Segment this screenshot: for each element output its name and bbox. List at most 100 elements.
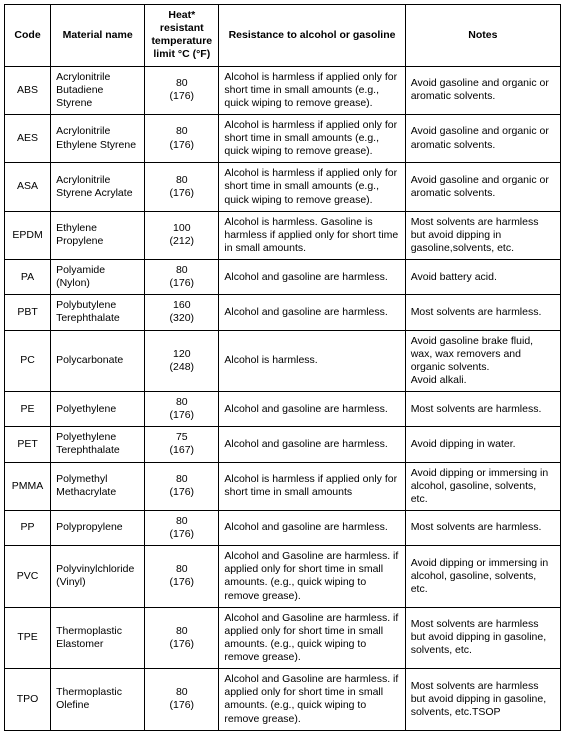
cell-notes: Most solvents are harmless. (405, 510, 560, 545)
cell-code: AES (5, 114, 51, 162)
cell-notes: Avoid gasoline brake fluid, wax, wax rem… (405, 330, 560, 392)
col-header-resist: Resistance to alcohol or gasoline (219, 5, 405, 67)
table-row: AESAcrylonitrile Ethylene Styrene 80 (176)… (5, 114, 561, 162)
cell-temp-limit: 80(176) (145, 392, 219, 427)
cell-code: PMMA (5, 462, 51, 510)
cell-resistance: Alcohol and Gasoline are harmless. if ap… (219, 669, 405, 731)
temp-celsius: 80 (176, 515, 188, 527)
table-row: PBTPolybutylene Terephthalate160(320)Alc… (5, 295, 561, 330)
temp-fahrenheit: (176) (170, 528, 195, 540)
cell-resistance: Alcohol and gasoline are harmless. (219, 427, 405, 462)
cell-temp-limit: 160(320) (145, 295, 219, 330)
temp-fahrenheit: (212) (170, 235, 195, 247)
temp-celsius: 80 (176, 125, 188, 137)
cell-notes: Most solvents are harmless but avoid dip… (405, 669, 560, 731)
cell-resistance: Alcohol is harmless. Gasoline is harmles… (219, 211, 405, 259)
cell-material-name: Thermoplastic Olefine (51, 669, 145, 731)
table-row: PCPolycarbonate120(248)Alcohol is harmle… (5, 330, 561, 392)
temp-celsius: 100 (173, 222, 191, 234)
cell-temp-limit: 100(212) (145, 211, 219, 259)
temp-fahrenheit: (167) (170, 444, 195, 456)
cell-temp-limit: 80 (176) (145, 114, 219, 162)
materials-table: Code Material name Heat* resistant tempe… (4, 4, 561, 731)
cell-code: PP (5, 510, 51, 545)
col-header-name: Material name (51, 5, 145, 67)
cell-code: PA (5, 260, 51, 295)
temp-celsius: 80 (176, 174, 188, 186)
table-row: ASAAcrylonitrile Styrene Acrylate80(176)… (5, 163, 561, 211)
table-header: Code Material name Heat* resistant tempe… (5, 5, 561, 67)
cell-material-name: Thermoplastic Elastomer (51, 607, 145, 669)
cell-notes: Avoid dipping or immersing in alcohol, g… (405, 546, 560, 608)
cell-resistance: Alcohol and gasoline are harmless. (219, 295, 405, 330)
cell-resistance: Alcohol and gasoline are harmless. (219, 260, 405, 295)
temp-celsius: 80 (176, 563, 188, 575)
cell-material-name: Ethylene Propylene (51, 211, 145, 259)
cell-material-name: Polycarbonate (51, 330, 145, 392)
cell-temp-limit: 80(176) (145, 510, 219, 545)
cell-temp-limit: 80(176) (145, 607, 219, 669)
cell-notes: Most solvents are harmless. (405, 392, 560, 427)
temp-celsius: 80 (176, 264, 188, 276)
col-header-code: Code (5, 5, 51, 67)
cell-resistance: Alcohol is harmless if applied only for … (219, 462, 405, 510)
temp-fahrenheit: (176) (170, 139, 195, 151)
cell-material-name: Acrylonitrile Ethylene Styrene (51, 114, 145, 162)
cell-notes: Most solvents are harmless. (405, 295, 560, 330)
temp-fahrenheit: (176) (170, 699, 195, 711)
temp-celsius: 80 (176, 396, 188, 408)
cell-notes: Avoid dipping or immersing in alcohol, g… (405, 462, 560, 510)
cell-material-name: Acrylonitrile Styrene Acrylate (51, 163, 145, 211)
cell-material-name: Polyamide (Nylon) (51, 260, 145, 295)
cell-notes: Avoid gasoline and organic or aromatic s… (405, 66, 560, 114)
cell-temp-limit: 80(176) (145, 163, 219, 211)
col-header-notes: Notes (405, 5, 560, 67)
cell-code: PET (5, 427, 51, 462)
temp-fahrenheit: (248) (170, 361, 195, 373)
cell-notes: Avoid gasoline and organic or aromatic s… (405, 114, 560, 162)
cell-resistance: Alcohol is harmless. (219, 330, 405, 392)
temp-fahrenheit: (176) (170, 187, 195, 199)
cell-temp-limit: 120(248) (145, 330, 219, 392)
cell-code: PBT (5, 295, 51, 330)
temp-celsius: 80 (176, 686, 188, 698)
table-body: ABSAcrylonitrile Butadiene Styrene80(176… (5, 66, 561, 730)
temp-celsius: 80 (176, 77, 188, 89)
cell-temp-limit: 80(176) (145, 66, 219, 114)
temp-fahrenheit: (176) (170, 277, 195, 289)
cell-resistance: Alcohol and Gasoline are harmless. if ap… (219, 546, 405, 608)
cell-resistance: Alcohol and gasoline are harmless. (219, 510, 405, 545)
cell-material-name: Polyvinylchloride (Vinyl) (51, 546, 145, 608)
temp-celsius: 80 (176, 473, 188, 485)
table-row: PMMAPolymethyl Methacrylate80(176)Alcoho… (5, 462, 561, 510)
cell-material-name: Polyethylene (51, 392, 145, 427)
temp-fahrenheit: (320) (170, 312, 195, 324)
table-row: PVCPolyvinylchloride (Vinyl)80(176)Alcoh… (5, 546, 561, 608)
temp-fahrenheit: (176) (170, 576, 195, 588)
temp-celsius: 160 (173, 299, 191, 311)
cell-material-name: Polypropylene (51, 510, 145, 545)
table-row: PAPolyamide (Nylon)80(176)Alcohol and ga… (5, 260, 561, 295)
cell-temp-limit: 80(176) (145, 669, 219, 731)
cell-material-name: Polyethylene Terephthalate (51, 427, 145, 462)
cell-code: TPE (5, 607, 51, 669)
table-row: ABSAcrylonitrile Butadiene Styrene80(176… (5, 66, 561, 114)
temp-celsius: 75 (176, 431, 188, 443)
cell-notes: Most solvents are harmless but avoid dip… (405, 211, 560, 259)
cell-temp-limit: 80(176) (145, 260, 219, 295)
cell-notes: Avoid gasoline and organic or aromatic s… (405, 163, 560, 211)
cell-material-name: Polymethyl Methacrylate (51, 462, 145, 510)
cell-code: ABS (5, 66, 51, 114)
cell-code: PVC (5, 546, 51, 608)
temp-fahrenheit: (176) (170, 638, 195, 650)
cell-notes: Avoid battery acid. (405, 260, 560, 295)
table-row: TPOThermoplastic Olefine80(176)Alcohol a… (5, 669, 561, 731)
cell-resistance: Alcohol is harmless if applied only for … (219, 163, 405, 211)
cell-resistance: Alcohol and gasoline are harmless. (219, 392, 405, 427)
cell-temp-limit: 80(176) (145, 546, 219, 608)
cell-code: EPDM (5, 211, 51, 259)
temp-celsius: 80 (176, 625, 188, 637)
table-row: PETPolyethylene Terephthalate 75(167) Alco… (5, 427, 561, 462)
cell-code: ASA (5, 163, 51, 211)
cell-resistance: Alcohol and Gasoline are harmless. if ap… (219, 607, 405, 669)
